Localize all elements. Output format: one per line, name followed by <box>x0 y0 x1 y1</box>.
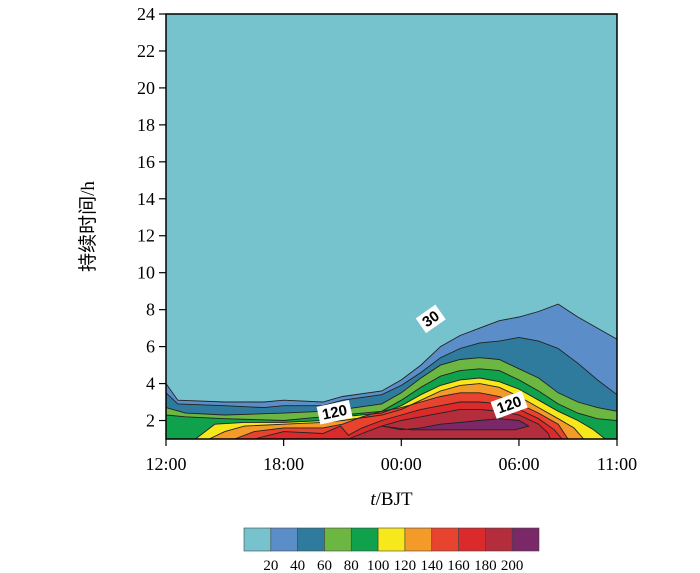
colorbar-swatch <box>431 527 459 552</box>
contour-line-60 <box>165 357 618 440</box>
y-tick-label: 4 <box>146 374 155 394</box>
x-tick-label: 06:00 <box>498 454 539 474</box>
contour-line-160 <box>254 401 564 440</box>
plot-frame <box>165 13 618 440</box>
contour-line-40 <box>165 336 618 440</box>
y-tick-label: 12 <box>137 226 155 246</box>
colorbar-label: 160 <box>447 558 470 573</box>
colorbar-swatch <box>270 527 298 552</box>
x-axis: 12:00 18:00 00:00 06:00 11:00 <box>145 439 637 474</box>
contour-region-200 <box>381 418 529 430</box>
colorbar-swatch <box>377 527 406 552</box>
colorbar-label: 20 <box>263 558 278 573</box>
y-tick-label: 20 <box>137 78 155 98</box>
y-tick-label: 22 <box>137 41 155 61</box>
contour-line-200 <box>381 418 530 431</box>
x-tick-label: 18:00 <box>263 454 304 474</box>
y-axis-label: 持续时间/h <box>77 181 99 272</box>
contour-line-100 <box>194 377 607 440</box>
colorbar-swatch <box>511 527 540 552</box>
colorbar-label: 180 <box>474 558 497 573</box>
y-tick-label: 8 <box>146 300 155 320</box>
colorbar-label: 140 <box>420 558 443 573</box>
colorbar-swatch <box>404 527 433 552</box>
colorbar-label: 40 <box>290 558 305 573</box>
contour-lines <box>165 303 618 440</box>
y-tick-label: 2 <box>146 411 155 431</box>
colorbar-label: 200 <box>501 558 524 573</box>
colorbar-label: 100 <box>367 558 390 573</box>
colorbar-swatch <box>350 527 379 552</box>
x-tick-label: 00:00 <box>381 454 422 474</box>
colorbar-swatch <box>297 527 325 552</box>
colorbar-label: 60 <box>317 558 332 573</box>
x-tick-label: 12:00 <box>145 454 186 474</box>
svg-text:120: 120 <box>321 402 349 424</box>
colorbar-label: 120 <box>394 558 417 573</box>
colorbar-swatch <box>485 527 513 552</box>
colorbar: 20 40 60 80 100 120 140 160 180 200 <box>243 527 540 573</box>
contour-label-30: 30 <box>415 304 446 334</box>
y-tick-label: 10 <box>137 263 155 283</box>
contour-line-180 <box>348 408 551 440</box>
contour-label-120: 120 <box>316 399 353 425</box>
colorbar-swatch <box>324 527 352 552</box>
x-axis-label: t/BJT <box>370 489 413 510</box>
contour-line-20 <box>165 303 618 440</box>
y-tick-label: 24 <box>137 4 155 24</box>
colorbar-swatch <box>458 527 486 552</box>
y-tick-label: 18 <box>137 115 155 135</box>
colorbar-swatch <box>243 527 272 552</box>
y-tick-label: 6 <box>146 337 155 357</box>
x-tick-label: 11:00 <box>597 454 637 474</box>
y-tick-label: 14 <box>137 189 155 209</box>
svg-text:30: 30 <box>419 308 442 331</box>
contour-line-80 <box>165 368 618 440</box>
colorbar-label: 80 <box>344 558 359 573</box>
contour-line-120 <box>208 383 585 440</box>
contour-line-140 <box>234 392 569 440</box>
y-tick-label: 16 <box>137 152 155 172</box>
